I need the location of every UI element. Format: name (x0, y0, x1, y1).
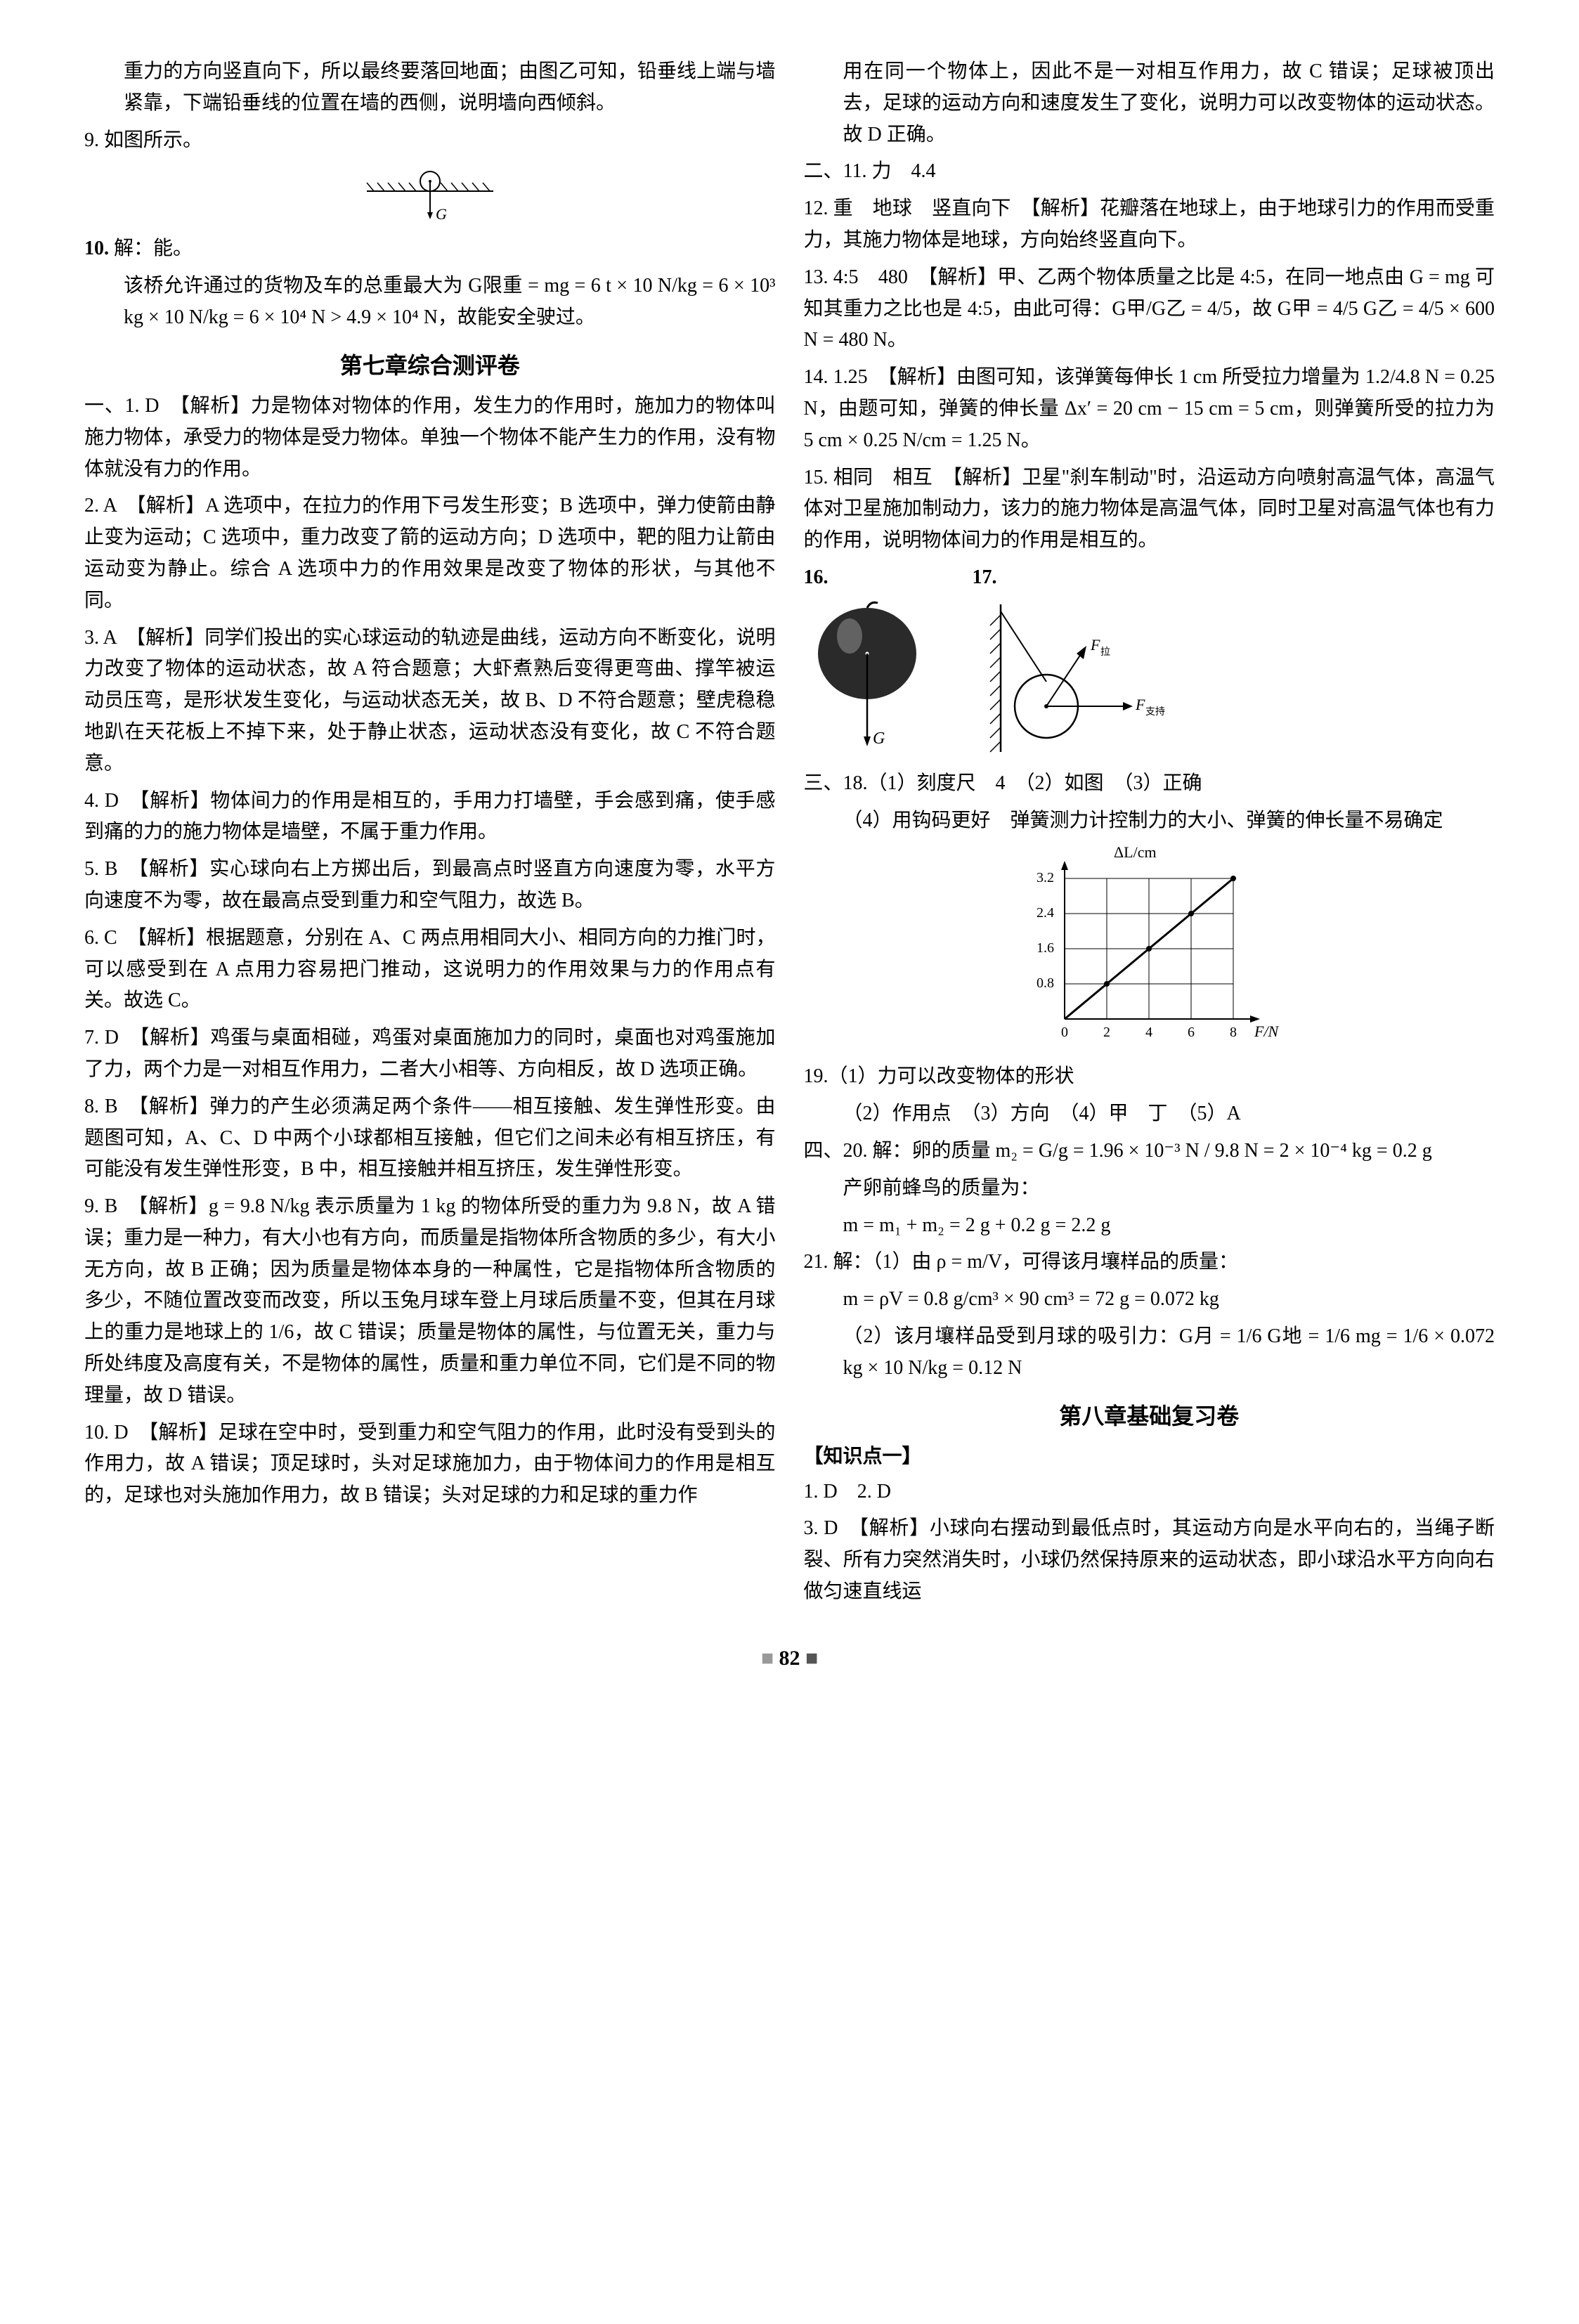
fig17: 17. F拉 (973, 562, 1169, 762)
s4-21b: m = ρV = 0.8 g/cm³ × 90 cm³ = 72 g = 0.0… (804, 1284, 1495, 1316)
svg-text:G: G (436, 205, 447, 223)
s4-20a: 四、20. 解：卵的质量 m₂ = G/g = 1.96 × 10⁻³ N / … (804, 1136, 1495, 1167)
s1-9: 9. B 【解析】g = 9.8 N/kg 表示质量为 1 kg 的物体所受的重… (84, 1191, 776, 1412)
wall-ball-diagram: F拉 F支持 (973, 597, 1169, 759)
ytick-1: 1.6 (1037, 940, 1054, 956)
section-ch7-title: 第七章综合测评卷 (84, 348, 776, 384)
s4-20c: m = m₁ + m₂ = 2 g + 0.2 g = 2.2 g (804, 1210, 1495, 1242)
svg-text:F: F (1135, 696, 1145, 713)
s1-6: 6. C 【解析】根据题意，分别在 A、C 两点用相同大小、相同方向的力推门时，… (84, 923, 776, 1017)
xtick-1: 2 (1103, 1025, 1110, 1040)
q9-diagram: G (84, 163, 776, 226)
s2-11: 二、11. 力 4.4 (804, 156, 1495, 188)
graph-ylabel: ΔL/cm (1114, 843, 1157, 861)
s4-21a: 21. 解：（1）由 ρ = m/V，可得该月壤样品的质量： (804, 1247, 1495, 1278)
xtick-0: 0 (1061, 1025, 1068, 1040)
s3-18b: （4）用钩码更好 弹簧测力计控制力的大小、弹簧的伸长量不易确定 (804, 805, 1495, 837)
line-graph: ΔL/cm 0.8 1.6 2.4 3.2 0 2 4 6 (1015, 843, 1282, 1054)
q9: 9. 如图所示。 (84, 125, 776, 157)
xtick-4: 8 (1230, 1025, 1237, 1040)
s1-2: 2. A 【解析】A 选项中，在拉力的作用下弓发生形变；B 选项中，弹力使箭由静… (84, 491, 776, 616)
s3-19b: （2）作用点 （3）方向 （4）甲 丁 （5）A (804, 1098, 1495, 1130)
zsd1-3: 3. D 【解析】小球向右摆动到最低点时，其运动方向是水平向右的，当绳子断裂、所… (804, 1513, 1495, 1607)
s4-20b: 产卵前蜂鸟的质量为： (804, 1173, 1495, 1205)
s1-1: 一、1. D 【解析】力是物体对物体的作用，发生力的作用时，施加力的物体叫施力物… (84, 391, 776, 485)
s2-13: 13. 4:5 480 【解析】甲、乙两个物体质量之比是 4:5，在同一地点由 … (804, 262, 1495, 356)
q10-a: 解：能。 (114, 238, 193, 259)
page-number: 82 (84, 1642, 1495, 1675)
zsd1-12: 1. D 2. D (804, 1476, 1495, 1508)
intro-text: 重力的方向竖直向下，所以最终要落回地面；由图乙可知，铅垂线上端与墙紧靠，下端铅垂… (84, 56, 776, 119)
svg-text:支持: 支持 (1145, 706, 1165, 718)
right-column: 用在同一个物体上，因此不是一对相互作用力，故 C 错误；足球被顶出去，足球的运动… (804, 56, 1495, 1614)
apple-diagram: G (804, 597, 930, 759)
s1-4: 4. D 【解析】物体间力的作用是相互的，手用力打墙壁，手会感到痛，使手感到痛的… (84, 786, 776, 849)
graph-18: ΔL/cm 0.8 1.6 2.4 3.2 0 2 4 6 (804, 843, 1495, 1054)
ytick-3: 3.2 (1037, 870, 1054, 885)
zsd1-title: 【知识点一】 (804, 1441, 1495, 1473)
s1-3: 3. A 【解析】同学们投出的实心球运动的轨迹是曲线，运动方向不断变化，说明力改… (84, 623, 776, 780)
right-continue: 用在同一个物体上，因此不是一对相互作用力，故 C 错误；足球被顶出去，足球的运动… (804, 56, 1495, 150)
q10: 10. 解：能。 (84, 233, 776, 265)
page-container: 重力的方向竖直向下，所以最终要落回地面；由图乙可知，铅垂线上端与墙紧靠，下端铅垂… (84, 56, 1495, 1614)
graph-xlabel: F/N (1254, 1023, 1280, 1040)
svg-text:G: G (873, 729, 885, 748)
s1-5: 5. B 【解析】实心球向右上方掷出后，到最高点时竖直方向速度为零，水平方向速度… (84, 854, 776, 917)
s1-8: 8. B 【解析】弹力的产生必须满足两个条件——相互接触、发生弹性形变。由题图可… (84, 1091, 776, 1186)
s2-12: 12. 重 地球 竖直向下 【解析】花瓣落在地球上，由于地球引力的作用而受重力，… (804, 193, 1495, 257)
s3-18a: 三、18.（1）刻度尺 4 （2）如图 （3）正确 (804, 768, 1495, 800)
svg-text:拉: 拉 (1100, 647, 1110, 658)
s4-21c: （2）该月壤样品受到月球的吸引力：G月 = 1/6 G地 = 1/6 mg = … (804, 1321, 1495, 1384)
ytick-0: 0.8 (1037, 975, 1054, 991)
section-ch8-title: 第八章基础复习卷 (804, 1398, 1495, 1434)
q10-b: 该桥允许通过的货物及车的总重最大为 G限重 = mg = 6 t × 10 N/… (84, 271, 776, 334)
q10-num: 10. (84, 238, 114, 259)
left-column: 重力的方向竖直向下，所以最终要落回地面；由图乙可知，铅垂线上端与墙紧靠，下端铅垂… (84, 56, 776, 1614)
figs-16-17: 16. G 17. (804, 562, 1495, 762)
s3-19a: 19.（1）力可以改变物体的形状 (804, 1061, 1495, 1093)
svg-text:F: F (1090, 636, 1100, 654)
s1-10: 10. D 【解析】足球在空中时，受到重力和空气阻力的作用，此时没有受到头的作用… (84, 1417, 776, 1512)
fig16-label: 16. (804, 566, 829, 588)
xtick-2: 4 (1145, 1025, 1152, 1040)
fig17-label: 17. (973, 566, 997, 588)
s2-15: 15. 相同 相互 【解析】卫星"刹车制动"时，沿运动方向喷射高温气体，高温气体… (804, 462, 1495, 557)
s1-7: 7. D 【解析】鸡蛋与桌面相碰，鸡蛋对桌面施加力的同时，桌面也对鸡蛋施加了力，… (84, 1023, 776, 1086)
xtick-3: 6 (1188, 1025, 1195, 1040)
s2-14: 14. 1.25 【解析】由图可知，该弹簧每伸长 1 cm 所受拉力增量为 1.… (804, 362, 1495, 456)
hatched-circle-diagram: G (353, 163, 507, 226)
ytick-2: 2.4 (1037, 905, 1054, 921)
fig16: 16. G (804, 562, 930, 762)
